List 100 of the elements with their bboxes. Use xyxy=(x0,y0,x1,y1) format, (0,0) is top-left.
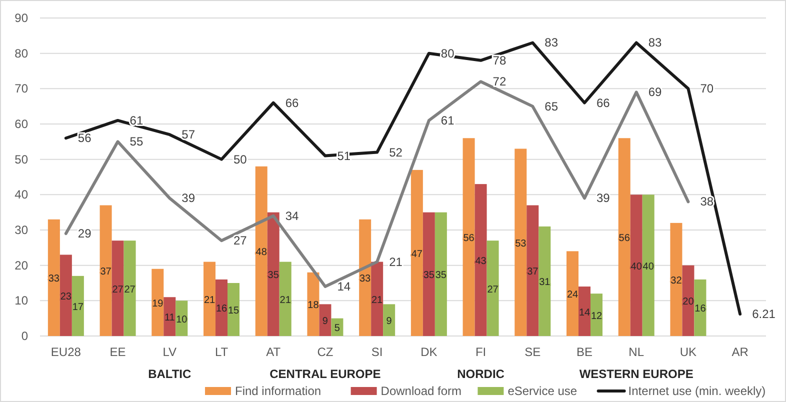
bar xyxy=(566,251,578,336)
data-label: 10 xyxy=(176,314,188,326)
data-label: 39 xyxy=(182,191,196,206)
data-label: 21 xyxy=(372,294,384,306)
data-label: 35 xyxy=(423,270,435,282)
bar xyxy=(630,194,642,336)
bar xyxy=(642,194,654,336)
bar xyxy=(670,222,682,336)
data-label: 61 xyxy=(130,113,144,128)
x-tick-label: UK xyxy=(680,345,697,359)
data-label: 21 xyxy=(204,294,216,306)
x-tick-label: SE xyxy=(524,345,541,359)
bar xyxy=(112,240,124,336)
bar xyxy=(410,170,423,336)
text: NORDIC xyxy=(457,367,505,381)
data-label: 5 xyxy=(334,323,340,334)
data-label: 83 xyxy=(544,36,558,50)
data-label: 66 xyxy=(596,96,610,110)
data-label: 38 xyxy=(700,194,714,209)
data-label: 66 xyxy=(285,96,300,110)
data-label: 27 xyxy=(112,284,124,296)
y-tick-label: 50 xyxy=(14,152,28,166)
data-label: 52 xyxy=(389,145,403,160)
data-label: 20 xyxy=(682,296,694,308)
x-tick-label: SI xyxy=(371,345,383,359)
y-tick-label: 10 xyxy=(14,294,28,308)
data-label: 16 xyxy=(216,304,228,315)
y-tick-label: 20 xyxy=(14,258,28,272)
data-label: 23 xyxy=(60,291,72,302)
bar xyxy=(434,212,447,336)
data-label: 48 xyxy=(256,247,268,258)
data-label: 39 xyxy=(596,191,610,206)
bar xyxy=(618,138,630,336)
data-label: 56 xyxy=(78,131,92,146)
data-label: 47 xyxy=(411,248,423,260)
data-label: 16 xyxy=(694,304,706,315)
y-tick-label: 0 xyxy=(21,329,28,343)
data-label: 31 xyxy=(539,277,551,288)
bar xyxy=(486,240,499,336)
y-tick-label: 90 xyxy=(14,11,28,25)
data-label: 37 xyxy=(100,266,112,278)
y-tick-label: 60 xyxy=(14,117,28,131)
bar xyxy=(359,219,372,336)
data-label: 35 xyxy=(435,270,447,282)
bar xyxy=(514,148,527,336)
legend-label: eService use xyxy=(508,384,578,398)
data-label: 19 xyxy=(152,298,164,310)
data-label: 15 xyxy=(228,306,240,316)
data-label: 14 xyxy=(578,307,590,318)
bar xyxy=(422,212,435,336)
data-label: 6.21 xyxy=(752,307,776,322)
bar xyxy=(124,240,136,336)
legend-label: Download form xyxy=(380,384,462,398)
data-label: 55 xyxy=(130,134,144,149)
bar xyxy=(48,219,60,336)
y-tick-label: 80 xyxy=(14,46,28,60)
data-label: 32 xyxy=(670,275,682,286)
data-label: 29 xyxy=(78,226,92,241)
data-label: 43 xyxy=(475,256,487,268)
data-label: 65 xyxy=(544,99,558,114)
data-label: 83 xyxy=(648,36,662,50)
legend-label: Find information xyxy=(235,384,322,398)
x-tick-label: FI xyxy=(475,345,486,359)
data-label: 27 xyxy=(124,284,136,296)
bar xyxy=(60,254,72,336)
data-label: 12 xyxy=(590,310,602,322)
y-tick-label: 40 xyxy=(14,188,28,202)
data-label: 72 xyxy=(492,74,506,89)
data-label: 21 xyxy=(389,254,403,269)
data-label: 24 xyxy=(566,290,578,301)
y-tick-label: 30 xyxy=(14,223,28,237)
x-tick-label: AR xyxy=(732,345,749,359)
data-label: 9 xyxy=(386,316,392,328)
bar xyxy=(474,184,487,336)
bar xyxy=(100,205,112,336)
data-label: 34 xyxy=(285,208,300,223)
x-tick-label: NL xyxy=(628,345,644,359)
data-label: 69 xyxy=(648,85,662,100)
x-tick-label: LV xyxy=(162,345,177,359)
x-tick-label: AT xyxy=(266,345,282,359)
legend-label: Internet use (min. weekly) xyxy=(628,384,766,398)
data-label: 17 xyxy=(72,302,84,313)
data-label: 56 xyxy=(463,233,475,244)
data-label: 50 xyxy=(234,152,248,166)
x-tick-label: EE xyxy=(110,345,126,359)
data-label: 14 xyxy=(337,280,351,294)
bar xyxy=(255,166,268,336)
data-label: 53 xyxy=(515,238,527,250)
x-tick-label: EU28 xyxy=(50,345,82,359)
data-label: 27 xyxy=(234,234,248,248)
y-tick-label: 70 xyxy=(14,82,28,96)
data-label: 33 xyxy=(360,274,372,285)
x-tick-label: CZ xyxy=(317,345,334,359)
text: BALTIC xyxy=(148,367,192,381)
data-label: 78 xyxy=(492,53,506,68)
bar xyxy=(526,205,539,336)
data-label: 40 xyxy=(630,261,642,272)
data-label: 61 xyxy=(440,113,455,128)
data-label: 27 xyxy=(487,284,499,296)
data-label: 18 xyxy=(308,300,320,312)
